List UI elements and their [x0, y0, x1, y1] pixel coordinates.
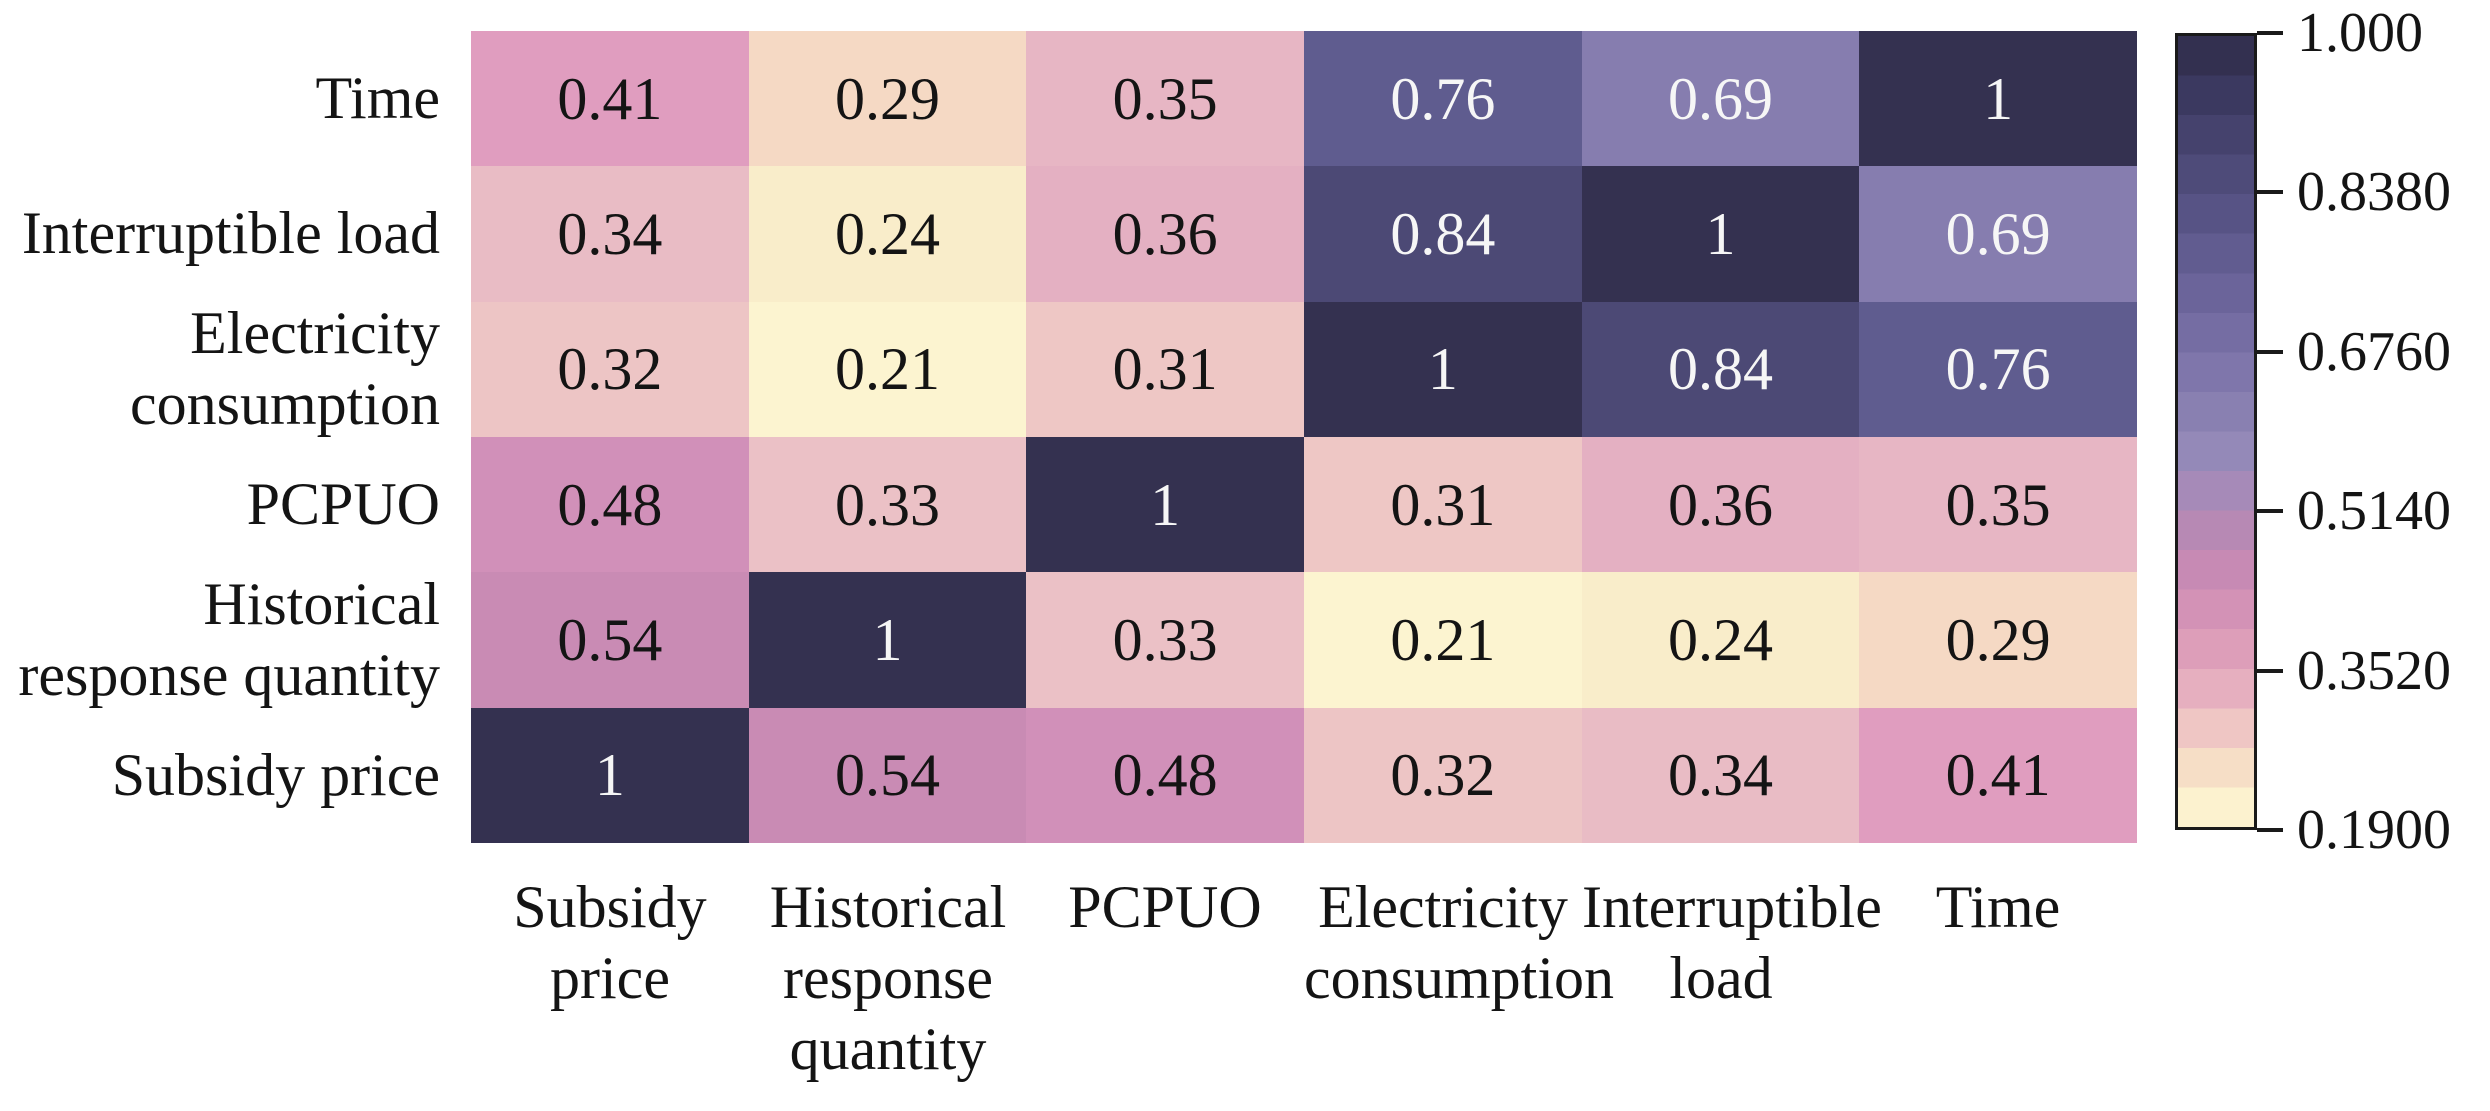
colorbar-tick-4: 0.5140	[2257, 481, 2451, 541]
heatmap-cell: 0.84	[1303, 166, 1582, 302]
heatmap-cell: 1	[1581, 166, 1860, 302]
heatmap-cell: 0.48	[1026, 707, 1304, 843]
colorbar-tick-label: 1.000	[2297, 2, 2423, 64]
heatmap-cell: 0.29	[748, 31, 1027, 167]
heatmap-cell: 0.36	[1581, 436, 1860, 573]
heatmap-cell: 0.84	[1581, 301, 1860, 437]
colorbar-tick-mark	[2257, 350, 2283, 354]
heatmap-cell: 1	[1026, 436, 1304, 573]
x-tick-label-electricity: Electricity consumption	[1304, 874, 1614, 1011]
heatmap-cell: 0.29	[1859, 572, 2137, 708]
colorbar-tick-mark	[2257, 669, 2283, 673]
heatmap-cell: 0.35	[1859, 436, 2137, 573]
heatmap-cell: 0.76	[1859, 301, 2137, 437]
x-tick-label-interruptible: Interruptible load	[1582, 874, 1882, 1011]
y-tick-label-electricity: Electricity consumption	[130, 300, 440, 437]
heatmap-cell: 0.36	[1026, 166, 1304, 302]
heatmap-cell: 0.32	[1303, 707, 1582, 843]
heatmap-cell: 0.33	[1026, 572, 1304, 708]
colorbar-tick-label: 0.3520	[2297, 640, 2451, 702]
y-tick-label-historical: Historical response quantity	[18, 570, 440, 708]
colorbar-tick-1: 1.000	[2257, 3, 2423, 63]
colorbar-tick-5: 0.3520	[2257, 641, 2451, 701]
heatmap-cell: 1	[471, 707, 749, 843]
x-tick-label-subsidy: Subsidy price	[513, 874, 707, 1011]
heatmap-cell: 1	[1859, 31, 2137, 167]
heatmap-cell: 1	[748, 572, 1027, 708]
heatmap-cell: 0.48	[471, 436, 749, 573]
heatmap-cell: 0.69	[1581, 31, 1860, 167]
colorbar-tick-label: 0.8380	[2297, 161, 2451, 223]
heatmap-cell: 0.21	[748, 301, 1027, 437]
heatmap-cell: 0.54	[471, 572, 749, 708]
y-tick-label-interruptible: Interruptible load	[21, 200, 440, 267]
heatmap-cell: 0.24	[748, 166, 1027, 302]
heatmap-cell: 0.32	[471, 301, 749, 437]
x-tick-label-historical: Historical response quantity	[769, 874, 1007, 1082]
heatmap-cell: 0.34	[1581, 707, 1860, 843]
colorbar-tick-2: 0.8380	[2257, 162, 2451, 222]
heatmap-grid: 0.41 0.29 0.35 0.76 0.69 1 0.34 0.24 0.36 0.84 1 0.…	[471, 31, 2137, 843]
heatmap-cell: 0.69	[1859, 166, 2137, 302]
y-tick-label-pcpuo: PCPUO	[246, 471, 440, 538]
heatmap-cell: 0.41	[1859, 707, 2137, 843]
colorbar-tick-mark	[2257, 31, 2283, 35]
colorbar-tick-3: 0.6760	[2257, 322, 2451, 382]
colorbar-tick-mark	[2257, 828, 2283, 832]
heatmap-cell: 0.35	[1026, 31, 1304, 167]
heatmap-cell: 0.41	[471, 31, 749, 167]
heatmap-cell: 0.21	[1303, 572, 1582, 708]
x-tick-label-time: Time	[1935, 874, 2061, 940]
y-tick-label-subsidy: Subsidy price	[111, 741, 440, 808]
colorbar-tick-mark	[2257, 190, 2283, 194]
y-tick-label-time: Time	[315, 65, 440, 132]
colorbar-tick-label: 0.5140	[2297, 480, 2451, 542]
heatmap-cell: 0.54	[748, 707, 1027, 843]
colorbar-tick-mark	[2257, 509, 2283, 513]
heatmap-cell: 1	[1303, 301, 1582, 437]
heatmap-cell: 0.31	[1026, 301, 1304, 437]
x-tick-label-pcpuo: PCPUO	[1068, 874, 1262, 940]
heatmap-cell: 0.33	[748, 436, 1027, 573]
heatmap-cell: 0.34	[471, 166, 749, 302]
colorbar-tick-label: 0.1900	[2297, 799, 2451, 861]
colorbar-tick-label: 0.6760	[2297, 321, 2451, 383]
heatmap-cell: 0.31	[1303, 436, 1582, 573]
heatmap-cell: 0.76	[1303, 31, 1582, 167]
colorbar	[2175, 33, 2257, 830]
heatmap-cell: 0.24	[1581, 572, 1860, 708]
colorbar-tick-6: 0.1900	[2257, 800, 2451, 860]
